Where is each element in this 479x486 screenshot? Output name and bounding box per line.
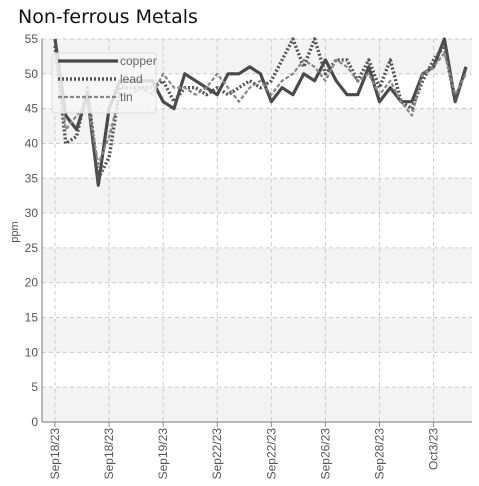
x-tick-label: Sep18/23 xyxy=(102,428,116,480)
y-tick-label: 45 xyxy=(25,102,39,116)
legend-label-lead: lead xyxy=(120,72,143,86)
legend-label-copper: copper xyxy=(120,54,157,68)
y-tick-label: 35 xyxy=(25,171,39,185)
y-tick-label: 20 xyxy=(25,276,39,290)
x-tick-labels: Sep18/23 Sep18/23 Sep19/23 Sep22/23 Sep22/23… xyxy=(48,428,441,480)
legend-label-tin: tin xyxy=(120,90,133,104)
axes xyxy=(41,39,472,423)
y-tick-label: 50 xyxy=(25,67,39,81)
band xyxy=(42,387,472,422)
x-tick-label: Sep22/23 xyxy=(264,428,278,480)
x-tick-label: Sep26/23 xyxy=(318,428,332,480)
y-tick-label: 55 xyxy=(25,32,39,46)
y-tick-label: 30 xyxy=(25,206,39,220)
x-tick-label: Sep18/23 xyxy=(48,428,62,480)
y-tick-label: 10 xyxy=(25,345,39,359)
legend[interactable]: copper lead tin xyxy=(51,52,157,114)
band xyxy=(42,247,472,283)
y-tick-label: 0 xyxy=(31,415,38,429)
y-tick-labels: 0 5 10 15 20 25 30 35 40 45 50 55 xyxy=(25,32,39,429)
y-tick-label: 40 xyxy=(25,136,39,150)
chart-title: Non-ferrous Metals xyxy=(18,6,198,28)
x-tick-label: Oct3/23 xyxy=(427,428,441,470)
x-tick-label: Sep19/23 xyxy=(156,428,170,480)
y-axis-title: ppm xyxy=(9,221,21,242)
y-tick-label: 5 xyxy=(31,380,38,394)
y-tick-label: 15 xyxy=(25,311,39,325)
y-tick-label: 25 xyxy=(25,241,39,255)
band xyxy=(42,317,472,353)
band xyxy=(42,178,472,214)
x-tick-label: Sep28/23 xyxy=(372,428,386,480)
x-tick-label: Sep22/23 xyxy=(210,428,224,480)
